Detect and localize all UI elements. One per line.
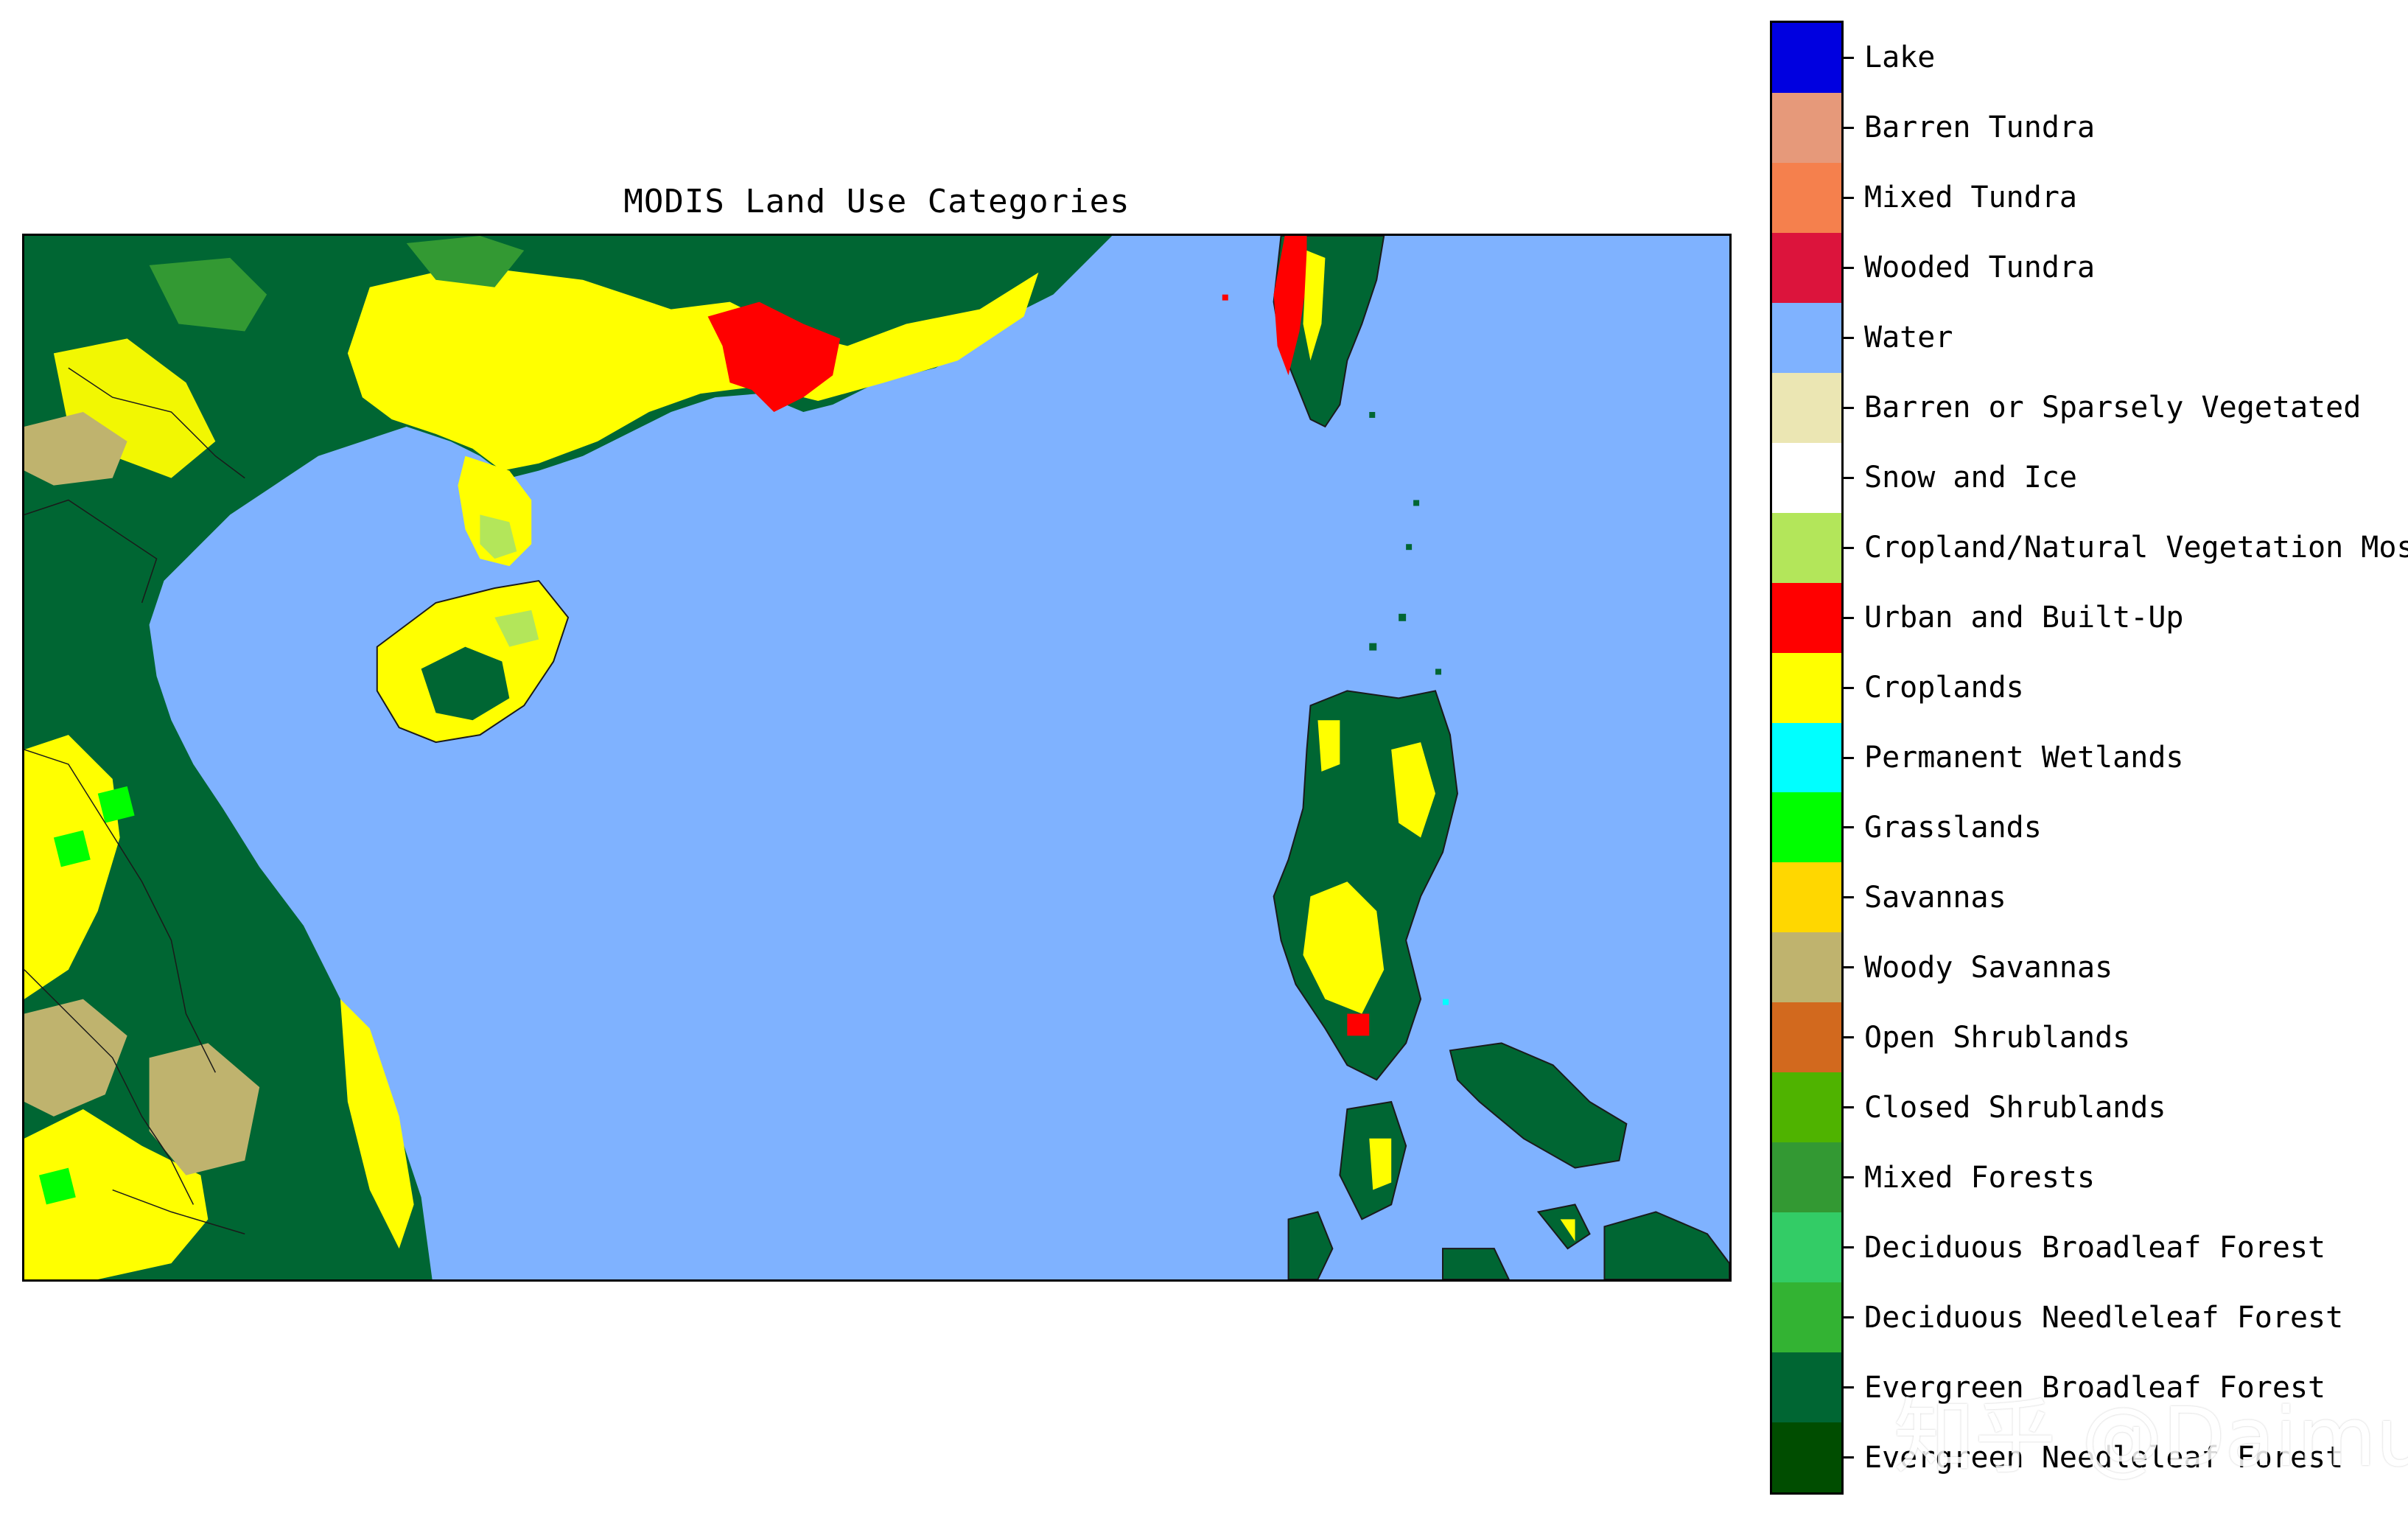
legend-label: Lake: [1864, 41, 1936, 75]
legend-swatch: [1772, 1352, 1841, 1423]
luzon-croplands-central: [1303, 881, 1385, 1014]
legend-tick: [1844, 1386, 1854, 1389]
legend-label: Barren or Sparsely Vegetated: [1864, 391, 2362, 425]
legend-tick: [1844, 896, 1854, 899]
legend-label: Permanent Wetlands: [1864, 741, 2184, 775]
legend-tick: [1844, 196, 1854, 199]
legend-tick: [1844, 56, 1854, 59]
legend-tick: [1844, 756, 1854, 759]
legend-label: Deciduous Broadleaf Forest: [1864, 1230, 2326, 1265]
legend-swatch: [1772, 792, 1841, 863]
taiwan-urban: [1273, 236, 1307, 376]
mixed-forest-patch-2: [406, 236, 525, 287]
legend-label: Water: [1864, 321, 1953, 355]
legend-tick: [1844, 1176, 1854, 1179]
hainan-forest: [421, 646, 510, 721]
legend-colorbar: [1770, 21, 1844, 1495]
southern-croplands: [1369, 1138, 1575, 1242]
hainan-mosaic: [494, 609, 539, 647]
urban-pearl-river-delta: [707, 301, 841, 412]
legend-swatch: [1772, 1422, 1841, 1493]
woody-savanna-central: [149, 1043, 260, 1176]
legend-swatch: [1772, 162, 1841, 234]
legend-tick: [1844, 476, 1854, 479]
leizhou-forest: [480, 514, 517, 559]
legend-label: Grasslands: [1864, 810, 2042, 845]
legend-tick: [1844, 1316, 1854, 1319]
legend-tick: [1844, 826, 1854, 829]
legend-label: Croplands: [1864, 671, 2024, 705]
legend-tick: [1844, 126, 1854, 129]
legend-swatch: [1772, 582, 1841, 654]
legend-swatch: [1772, 932, 1841, 1003]
legend-label: Woody Savannas: [1864, 950, 2113, 985]
legend-label: Evergreen Needleleaf Forest: [1864, 1440, 2344, 1475]
legend-tick: [1844, 336, 1854, 339]
woody-savanna-vietnam: [24, 999, 127, 1117]
croplands-vietnam-west: [24, 735, 120, 999]
legend-label: Wooded Tundra: [1864, 251, 2096, 285]
legend-swatch: [1772, 1282, 1841, 1353]
borders: [24, 367, 245, 1234]
legend-label: Deciduous Needleleaf Forest: [1864, 1300, 2344, 1335]
legend-swatch: [1772, 23, 1841, 94]
legend-label: Snow and Ice: [1864, 461, 2077, 495]
mixed-forest-patch: [149, 257, 267, 332]
legend-label: Savannas: [1864, 880, 2006, 915]
legend-label: Mixed Forests: [1864, 1160, 2096, 1195]
croplands-vietnam-coast: [340, 999, 414, 1249]
legend-swatch: [1772, 1142, 1841, 1213]
legend-label: Urban and Built-Up: [1864, 601, 2184, 635]
map-frame: [22, 234, 1732, 1282]
legend-swatch: [1772, 652, 1841, 723]
legend-swatch: [1772, 372, 1841, 444]
legend-swatch: [1772, 442, 1841, 514]
legend-swatch: [1772, 1212, 1841, 1283]
taiwan-croplands: [1303, 250, 1326, 361]
legend-tick: [1844, 546, 1854, 549]
legend-tick: [1844, 266, 1854, 269]
watermark: 知乎 @Daimu: [1894, 1390, 2408, 1484]
legend-label: Barren Tundra: [1864, 111, 2096, 145]
legend-swatch: [1772, 232, 1841, 304]
legend-label: Mixed Tundra: [1864, 181, 2077, 215]
map-title: MODIS Land Use Categories: [623, 183, 1130, 220]
legend-tick: [1844, 966, 1854, 969]
croplands-vietnam-south: [24, 1108, 209, 1279]
luzon-croplands-north: [1317, 720, 1436, 838]
croplands-guangdong: [347, 265, 1039, 471]
legend-label: Closed Shrublands: [1864, 1090, 2166, 1125]
legend-tick: [1844, 1456, 1854, 1459]
woody-savanna-north: [24, 411, 127, 486]
legend-swatch: [1772, 92, 1841, 164]
legend-label: Cropland/Natural Vegetation Mosaic: [1864, 531, 2408, 565]
legend-swatch: [1772, 722, 1841, 793]
south-china-landmass: [24, 236, 1113, 1279]
legend-swatch: [1772, 1072, 1841, 1143]
land-use-map: [24, 236, 1729, 1279]
small-islands: [1222, 294, 1449, 1005]
legend-swatch: [1772, 1002, 1841, 1073]
legend-tick: [1844, 616, 1854, 619]
legend-tick: [1844, 686, 1854, 689]
legend-tick: [1844, 1106, 1854, 1109]
legend-swatch: [1772, 512, 1841, 584]
legend-tick: [1844, 406, 1854, 409]
legend-tick: [1844, 1246, 1854, 1249]
legend-tick: [1844, 1036, 1854, 1039]
legend-swatch: [1772, 302, 1841, 374]
legend-label: Open Shrublands: [1864, 1020, 2131, 1055]
legend-label: Evergreen Broadleaf Forest: [1864, 1370, 2326, 1405]
legend-swatch: [1772, 862, 1841, 933]
luzon-urban-manila: [1347, 1013, 1370, 1036]
